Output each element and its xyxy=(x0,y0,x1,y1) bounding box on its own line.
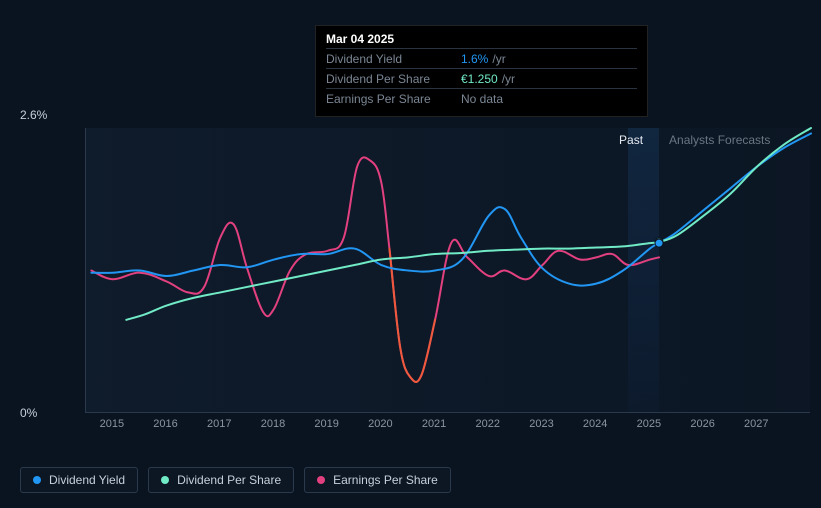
tooltip-row-value: €1.250 xyxy=(461,72,498,86)
x-tick: 2016 xyxy=(153,418,177,430)
tooltip-row: Dividend Yield1.6%/yr xyxy=(326,48,637,68)
x-tick: 2022 xyxy=(476,418,500,430)
x-tick: 2024 xyxy=(583,418,607,430)
tooltip-row-unit xyxy=(503,92,507,106)
legend-dot-icon xyxy=(161,476,169,484)
tooltip-row: Earnings Per ShareNo data xyxy=(326,88,637,108)
x-tick: 2026 xyxy=(690,418,714,430)
x-tick: 2017 xyxy=(207,418,231,430)
x-tick: 2019 xyxy=(314,418,338,430)
tooltip-row-value: No data xyxy=(461,92,503,106)
x-tick: 2023 xyxy=(529,418,553,430)
tooltip-row: Dividend Per Share€1.250/yr xyxy=(326,68,637,88)
legend-label: Dividend Per Share xyxy=(177,473,281,487)
tooltip-row-unit: /yr xyxy=(498,72,515,86)
x-tick: 2018 xyxy=(261,418,285,430)
tooltip-row-label: Earnings Per Share xyxy=(326,92,461,106)
y-tick-max: 2.6% xyxy=(20,108,47,122)
x-tick: 2020 xyxy=(368,418,392,430)
legend-item[interactable]: Dividend Per Share xyxy=(148,467,294,493)
tooltip-row-unit: /yr xyxy=(488,52,505,66)
legend-label: Dividend Yield xyxy=(49,473,125,487)
tooltip-row-value: 1.6% xyxy=(461,52,488,66)
x-axis: 2015 2016 2017 2018 2019 2020 2021 2022 2023 2024… xyxy=(85,418,810,438)
tooltip-row-label: Dividend Yield xyxy=(326,52,461,66)
chart-legend: Dividend Yield Dividend Per Share Earnings… xyxy=(20,467,451,493)
x-tick: 2021 xyxy=(422,418,446,430)
legend-item[interactable]: Dividend Yield xyxy=(20,467,138,493)
legend-item[interactable]: Earnings Per Share xyxy=(304,467,451,493)
legend-dot-icon xyxy=(317,476,325,484)
chart-tooltip: Mar 04 2025 Dividend Yield1.6%/yrDividen… xyxy=(315,25,648,117)
dividend-chart: 2.6% 0% Past Analysts Forecasts 2015 2016… xyxy=(20,108,810,428)
x-tick: 2015 xyxy=(100,418,124,430)
tooltip-date: Mar 04 2025 xyxy=(326,32,637,48)
legend-label: Earnings Per Share xyxy=(333,473,438,487)
tooltip-row-label: Dividend Per Share xyxy=(326,72,461,86)
plot-area[interactable]: Past Analysts Forecasts xyxy=(85,128,810,413)
chart-lines xyxy=(86,128,810,412)
x-tick: 2025 xyxy=(637,418,661,430)
y-tick-min: 0% xyxy=(20,406,37,420)
x-tick: 2027 xyxy=(744,418,768,430)
legend-dot-icon xyxy=(33,476,41,484)
